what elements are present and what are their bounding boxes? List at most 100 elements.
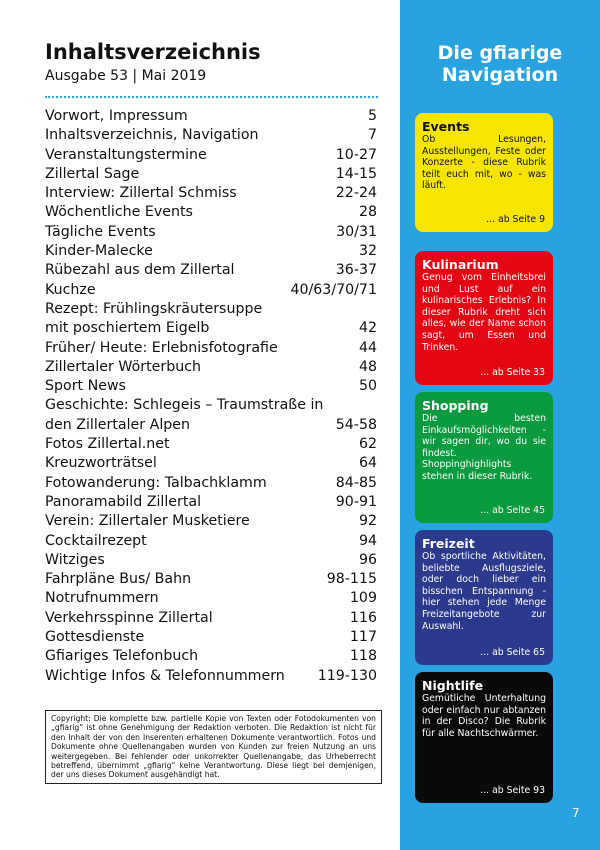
toc-entry: Wöchentliche Events 28 <box>45 203 377 222</box>
title: Inhaltsverzeichnis <box>45 40 261 64</box>
toc-pages: 64 <box>358 455 377 472</box>
toc-title: Cocktailrezept <box>45 532 147 551</box>
toc-pages: 116 <box>349 609 377 626</box>
toc-pages: 94 <box>358 532 377 549</box>
toc-title: Zillertal Sage <box>45 165 139 184</box>
toc-entry: Gfiariges Telefonbuch 118 <box>45 647 377 666</box>
toc-title-line: Verkehrsspinne Zillertal <box>45 609 213 626</box>
toc-title-line: Notrufnummern <box>45 590 159 607</box>
toc-pages: 44 <box>358 339 377 356</box>
toc-title: Interview: Zillertal Schmiss <box>45 184 237 203</box>
toc-title: Tägliche Events <box>45 223 156 242</box>
toc-entry: Veranstaltungstermine 10-27 <box>45 146 377 165</box>
toc-title: Geschichte: Schlegeis – Traumstraße in de… <box>45 396 323 435</box>
toc-title-line: Cocktailrezept <box>45 532 147 549</box>
toc-entry: Inhaltsverzeichnis, Navigation 7 <box>45 126 377 145</box>
nav-box-text: Gemütliche Unterhaltung oder einfach nur… <box>422 693 546 739</box>
toc-title: Sport News <box>45 377 126 396</box>
toc-pages: 48 <box>358 358 377 375</box>
sidebar-title: Die gfiarige Navigation <box>437 42 563 86</box>
toc-entry: Vorwort, Impressum 5 <box>45 107 377 126</box>
toc-pages: 98-115 <box>326 571 377 588</box>
toc-entry: Sport News 50 <box>45 377 377 396</box>
nav-box-ref: ... ab Seite 45 <box>480 505 545 517</box>
toc-entry: Panoramabild Zillertal 90-91 <box>45 493 377 512</box>
toc-title: Gfiariges Telefonbuch <box>45 647 198 666</box>
toc-title-line: Kinder-Malecke <box>45 243 153 260</box>
toc-entry: Wichtige Infos & Telefonnummern 119-130 <box>45 667 377 686</box>
toc-pages: 117 <box>349 629 377 646</box>
toc-entry: Kinder-Malecke 32 <box>45 242 377 261</box>
toc-title-line: den Zillertaler Alpen <box>45 416 190 433</box>
toc-title: Fotos Zillertal.net <box>45 435 170 454</box>
nav-box-ref: ... ab Seite 33 <box>480 367 545 379</box>
toc-title-line: Wichtige Infos & Telefonnummern <box>45 667 285 684</box>
nav-box-title: Events <box>422 119 470 134</box>
toc-entry: Rübezahl aus dem Zillertal 36-37 <box>45 261 377 280</box>
toc-pages: 10-27 <box>335 146 377 163</box>
toc-title: Inhaltsverzeichnis, Navigation <box>45 126 259 145</box>
toc-entry: Fotos Zillertal.net 62 <box>45 435 377 454</box>
toc-entry: Fotowanderung: Talbachklamm 84-85 <box>45 474 377 493</box>
toc-entry: Cocktailrezept 94 <box>45 532 377 551</box>
toc-title: Notrufnummern <box>45 589 159 608</box>
toc-entry: Kuchze 40/63/70/71 <box>45 281 377 300</box>
nav-box-title: Freizeit <box>422 536 475 551</box>
toc-entry: Zillertaler Wörterbuch 48 <box>45 358 377 377</box>
nav-box-text: Ob sportliche Aktivitäten, beliebte Ausf… <box>422 551 546 632</box>
nav-box-ref: ... ab Seite 93 <box>480 785 545 797</box>
toc-title: Kuchze <box>45 281 96 300</box>
toc-title-line: Verein: Zillertaler Musketiere <box>45 513 250 530</box>
toc-entry: Früher/ Heute: Erlebnisfotografie 44 <box>45 339 377 358</box>
toc-entry: Kreuzworträtsel 64 <box>45 454 377 473</box>
toc-entry: Gottesdienste 117 <box>45 628 377 647</box>
nav-box-title: Kulinarium <box>422 257 499 272</box>
toc-title-line: Vorwort, Impressum <box>45 108 188 124</box>
toc-title: Wichtige Infos & Telefonnummern <box>45 667 285 686</box>
toc-pages: 62 <box>358 436 377 453</box>
toc-title-line: Fahrpläne Bus/ Bahn <box>45 571 192 588</box>
toc-title-line: Zillertal Sage <box>45 165 140 182</box>
toc-pages: 42 <box>358 320 377 337</box>
toc-pages: 28 <box>358 204 377 221</box>
toc-title-line: Gfiariges Telefonbuch <box>45 648 199 665</box>
toc-title-line: mit poschiertem Eigelb <box>45 320 210 337</box>
toc-title: Wöchentliche Events <box>45 203 193 222</box>
nav-box-text: Genug vom Einheitsbrei und Lust auf ein … <box>422 272 546 353</box>
toc-title: Veranstaltungstermine <box>45 146 207 165</box>
toc-title-line: Fotos Zillertal.net <box>45 436 170 453</box>
nav-box-text: Die besten Einkaufsmöglichkeiten - wir s… <box>422 413 546 482</box>
toc-title-line: Geschichte: Schlegeis – Traumstraße in <box>45 397 324 414</box>
toc-title-line: Kreuzworträtsel <box>45 455 157 472</box>
subtitle: Ausgabe 53 | Mai 2019 <box>45 68 207 84</box>
toc-entry: Zillertal Sage 14-15 <box>45 165 377 184</box>
nav-box-title: Shopping <box>422 398 489 413</box>
toc-pages: 84-85 <box>335 474 377 491</box>
nav-box: Freizeit Ob sportliche Aktivitäten, belie… <box>415 530 553 665</box>
toc-pages: 90-91 <box>335 493 377 510</box>
toc-pages: 96 <box>358 551 377 568</box>
toc-title: Fahrpläne Bus/ Bahn <box>45 570 191 589</box>
nav-box-ref: ... ab Seite 9 <box>486 214 545 226</box>
toc-pages: 30/31 <box>336 223 377 240</box>
toc-title-line: Veranstaltungstermine <box>45 146 207 163</box>
page-number: 7 <box>572 806 580 820</box>
nav-box: Kulinarium Genug vom Einheitsbrei und Lus… <box>415 251 553 385</box>
toc-title-line: Kuchze <box>45 281 96 298</box>
toc-title-line: Fotowanderung: Talbachklamm <box>45 474 267 491</box>
toc-pages: 54-58 <box>335 416 377 433</box>
toc-entry: Witziges 96 <box>45 551 377 570</box>
toc-pages: 40/63/70/71 <box>290 281 377 298</box>
toc-title: Kreuzworträtsel <box>45 454 157 473</box>
toc-entry: Verkehrsspinne Zillertal 116 <box>45 609 377 628</box>
toc-title: Fotowanderung: Talbachklamm <box>45 474 267 493</box>
toc-title-line: Wöchentliche Events <box>45 204 193 221</box>
toc-title: Kinder-Malecke <box>45 242 153 261</box>
copyright: Copyright: Die komplette bzw. partielle … <box>45 710 382 784</box>
toc-pages: 32 <box>358 243 377 260</box>
toc-title: Gottesdienste <box>45 628 144 647</box>
toc-entry: Tägliche Events 30/31 <box>45 223 377 242</box>
toc-title: Früher/ Heute: Erlebnisfotografie <box>45 339 278 358</box>
